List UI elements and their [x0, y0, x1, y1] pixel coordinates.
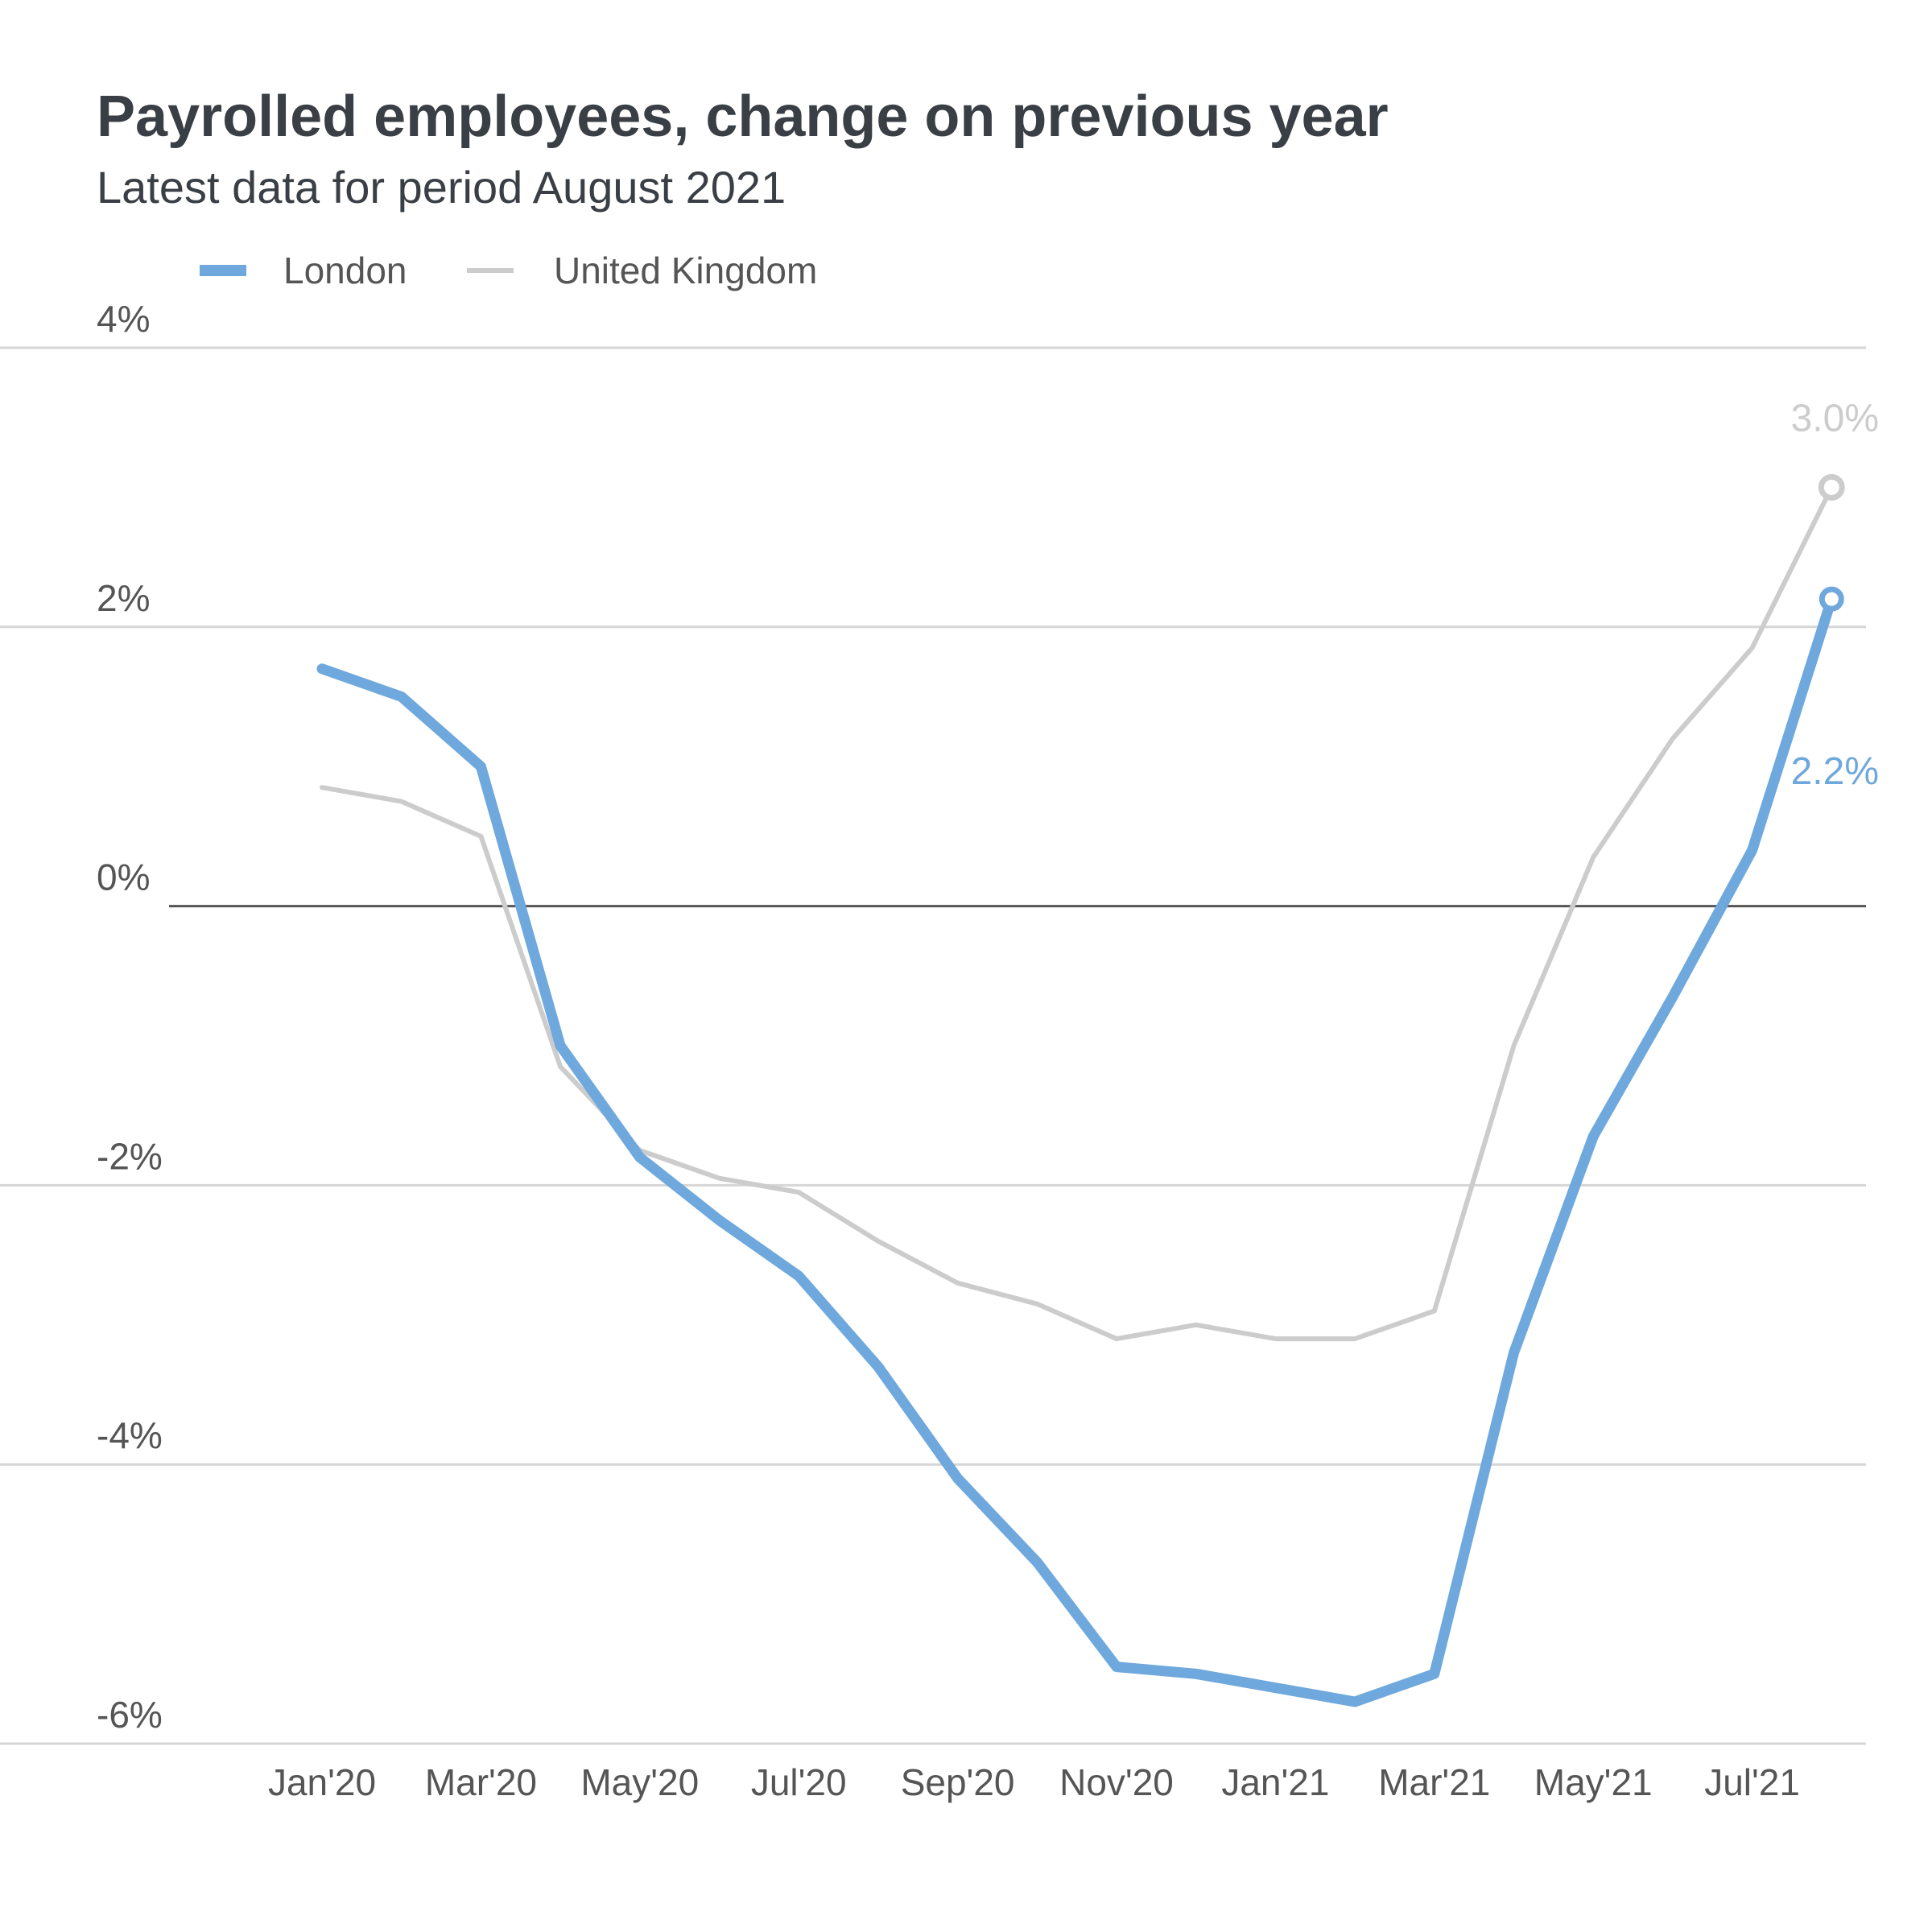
chart-subtitle: Latest data for period August 2021 [97, 162, 786, 213]
series-group: 3.0% 2.2% [316, 397, 1879, 1707]
y-tick-label: -6% [97, 1694, 163, 1736]
end-value-label: 2.2% [1791, 750, 1879, 793]
end-value-label: 3.0% [1791, 397, 1879, 440]
series-line-london [316, 593, 1837, 1707]
x-axis: Jan'20 Mar'20 May'20 Jul'20 Sep'20 Nov'20 Jan'… [268, 1761, 1800, 1803]
x-tick-label: May'20 [580, 1761, 699, 1803]
x-tick-label: Nov'20 [1059, 1761, 1174, 1803]
series-line-united-kingdom [320, 485, 1835, 1342]
x-tick-label: Sep'20 [901, 1761, 1015, 1803]
legend-label: London [283, 250, 407, 291]
y-tick-label: -2% [97, 1135, 163, 1177]
y-axis: 4% 2% 0% -2% -4% -6% [97, 298, 163, 1736]
x-tick-label: Jul'20 [751, 1761, 847, 1803]
y-tick-label: 4% [97, 298, 150, 340]
end-point-marker [1818, 473, 1845, 501]
x-tick-label: Mar'21 [1378, 1761, 1490, 1803]
legend: London United Kingdom [200, 250, 817, 291]
x-tick-label: Jan'21 [1221, 1761, 1329, 1803]
y-tick-label: -4% [97, 1414, 163, 1456]
chart-title: Payrolled employees, change on previous … [97, 85, 1389, 149]
x-tick-label: Jul'21 [1704, 1761, 1800, 1803]
x-tick-label: Jan'20 [268, 1761, 376, 1803]
x-tick-label: Mar'20 [425, 1761, 537, 1803]
y-tick-label: 2% [97, 577, 150, 619]
x-tick-label: May'21 [1534, 1761, 1653, 1803]
y-tick-label: 0% [97, 857, 150, 898]
legend-label: United Kingdom [554, 250, 817, 291]
grid-lines [0, 346, 1866, 1745]
end-point-marker [1818, 586, 1844, 612]
